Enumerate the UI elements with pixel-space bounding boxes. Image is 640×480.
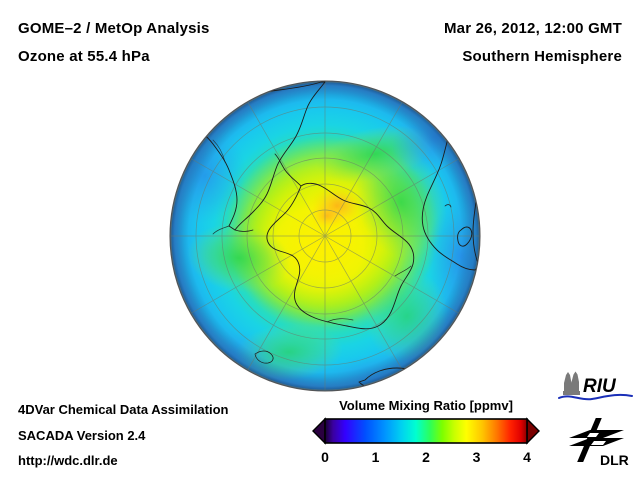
page-title-instrument: GOME–2 / MetOp Analysis <box>18 20 210 37</box>
analysis-region: Southern Hemisphere <box>462 48 622 65</box>
colorbar-tick-labels: 0 1 2 3 4 <box>310 445 542 469</box>
colorbar-tick-0: 0 <box>321 449 329 465</box>
colorbar-tick-1: 1 <box>371 449 380 465</box>
dlr-wordmark: DLR <box>600 452 629 468</box>
coastline-madagascar <box>457 226 473 247</box>
riu-wave <box>558 393 633 401</box>
cathedral-icon <box>563 371 580 395</box>
riu-wordmark: RIU <box>583 376 617 397</box>
colorbar-tick-2: 2 <box>422 449 430 465</box>
colorbar-gradient <box>312 417 540 445</box>
footer-method: 4DVar Chemical Data Assimilation <box>18 402 229 417</box>
colorbar-tick-3: 3 <box>472 449 481 465</box>
analysis-datetime: Mar 26, 2012, 12:00 GMT <box>443 20 622 37</box>
footer-version: SACADA Version 2.4 <box>18 428 146 443</box>
coastline-africa <box>421 93 480 271</box>
riu-logo: RIU <box>558 371 634 403</box>
colorbar-tick-4: 4 <box>523 449 531 465</box>
colorbar: Volume Mixing Ratio [ppmv] <box>310 398 542 474</box>
footer-url[interactable]: http://wdc.dlr.de <box>18 453 118 468</box>
colorbar-title: Volume Mixing Ratio [ppmv] <box>339 398 513 413</box>
coastline-antarctica <box>266 182 415 330</box>
page-title-variable: Ozone at 55.4 hPa <box>18 48 150 65</box>
coastline-new-zealand <box>254 350 274 364</box>
globe-limb <box>169 80 481 392</box>
dlr-mark-icon <box>569 418 624 462</box>
coastline-south-america <box>186 81 326 231</box>
dlr-logo: DLR <box>566 416 630 468</box>
ozone-globe-map <box>169 80 481 392</box>
coastline-antarctic-peninsula <box>274 153 302 187</box>
